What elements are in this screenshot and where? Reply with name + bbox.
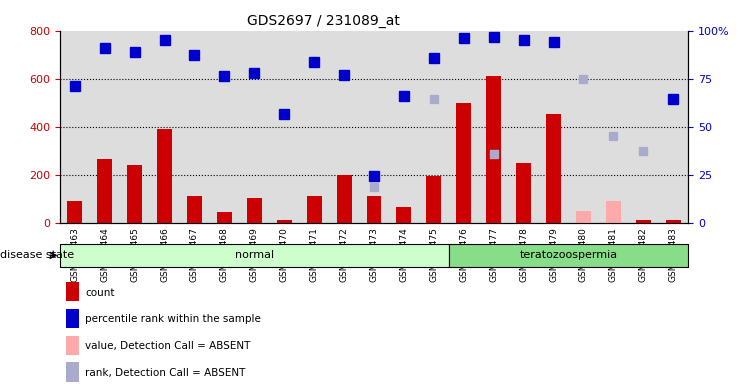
Bar <box>307 196 322 223</box>
Text: teratozoospermia: teratozoospermia <box>519 250 618 260</box>
Bar <box>367 196 381 223</box>
Bar <box>426 176 441 223</box>
Bar <box>247 197 262 223</box>
Bar <box>419 31 449 223</box>
Bar <box>299 31 329 223</box>
FancyBboxPatch shape <box>449 244 688 267</box>
Bar <box>509 31 539 223</box>
Bar <box>180 31 209 223</box>
Text: disease state: disease state <box>0 250 74 260</box>
Bar <box>516 163 531 223</box>
Bar <box>66 282 79 301</box>
Bar <box>97 159 112 223</box>
Text: count: count <box>85 288 114 298</box>
Bar <box>217 212 232 223</box>
Bar <box>389 31 419 223</box>
Bar <box>209 31 239 223</box>
Bar <box>598 31 628 223</box>
Bar <box>90 31 120 223</box>
Bar <box>66 362 79 382</box>
Title: GDS2697 / 231089_at: GDS2697 / 231089_at <box>248 14 400 28</box>
Bar <box>486 76 501 223</box>
Text: value, Detection Call = ABSENT: value, Detection Call = ABSENT <box>85 341 251 351</box>
Bar <box>66 336 79 355</box>
Text: rank, Detection Call = ABSENT: rank, Detection Call = ABSENT <box>85 368 245 378</box>
Bar <box>329 31 359 223</box>
Bar <box>456 103 471 223</box>
Bar <box>359 31 389 223</box>
Text: normal: normal <box>235 250 274 260</box>
Bar <box>606 201 621 223</box>
Bar <box>120 31 150 223</box>
Bar <box>666 220 681 223</box>
Bar <box>479 31 509 223</box>
FancyBboxPatch shape <box>60 244 449 267</box>
Bar <box>449 31 479 223</box>
Bar <box>539 31 568 223</box>
Bar <box>127 165 142 223</box>
Bar <box>187 196 202 223</box>
Bar <box>66 309 79 328</box>
Bar <box>568 31 598 223</box>
Bar <box>239 31 269 223</box>
Bar <box>628 31 658 223</box>
Bar <box>636 220 651 223</box>
Bar <box>337 175 352 223</box>
Bar <box>546 114 561 223</box>
Bar <box>658 31 688 223</box>
Bar <box>396 207 411 223</box>
Bar <box>277 220 292 223</box>
Bar <box>576 211 591 223</box>
Bar <box>67 201 82 223</box>
Bar <box>157 129 172 223</box>
Bar <box>150 31 180 223</box>
Bar <box>60 31 90 223</box>
Text: percentile rank within the sample: percentile rank within the sample <box>85 314 261 324</box>
Bar <box>269 31 299 223</box>
